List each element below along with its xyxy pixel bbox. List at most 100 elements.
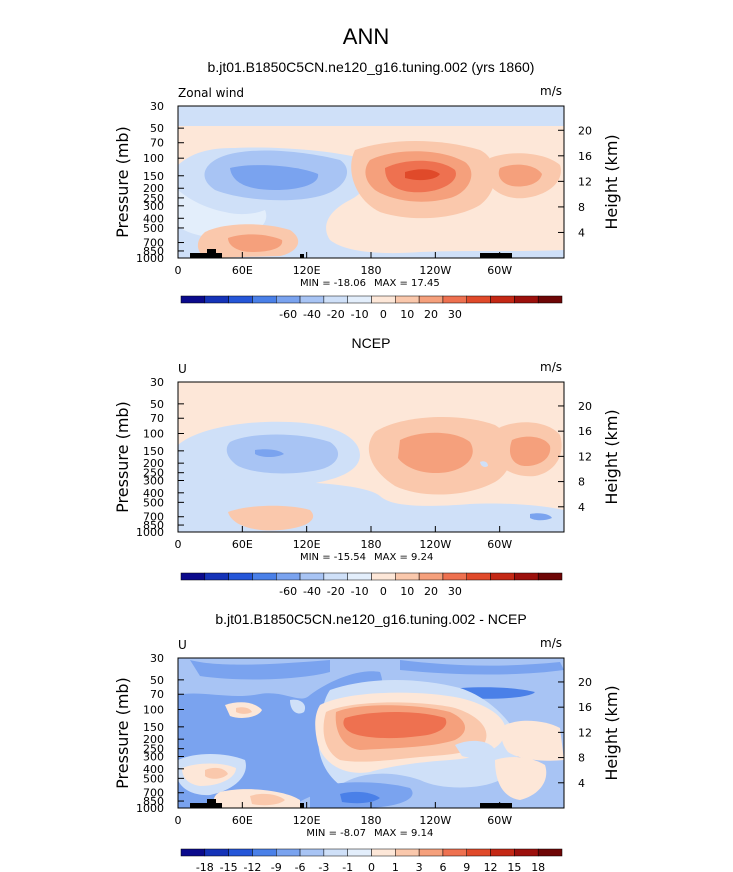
colorbar-swatch — [204, 295, 229, 304]
units-label: m/s — [540, 84, 562, 98]
height-tick-label: 4 — [578, 226, 585, 239]
contour-band — [178, 106, 564, 126]
y-tick-label: 150 — [143, 170, 164, 183]
y-tick-label: 500 — [143, 222, 164, 235]
y-tick-label: 500 — [143, 772, 164, 785]
colorbar-swatch — [537, 848, 563, 857]
colorbar-swatch — [276, 295, 301, 304]
height-tick-label: 20 — [578, 124, 592, 137]
y-tick-label: 100 — [143, 428, 164, 441]
colorbar-swatch — [371, 848, 396, 857]
height-tick-label: 8 — [578, 752, 585, 765]
colorbar-swatch — [466, 848, 491, 857]
panel-title: b.jt01.B1850C5CN.ne120_g16.tuning.002 - … — [215, 611, 526, 627]
colorbar-swatch — [204, 572, 229, 581]
contour-band — [501, 720, 564, 761]
height-tick-label: 20 — [578, 676, 592, 689]
y-axis-title: Pressure (mb) — [113, 126, 132, 238]
colorbar-label: -40 — [303, 308, 321, 321]
colorbar-swatch — [299, 848, 325, 857]
colorbar-swatch — [442, 848, 467, 857]
contour-field — [178, 106, 564, 258]
y-tick-label: 1000 — [136, 252, 164, 265]
colorbar-swatch — [276, 848, 301, 857]
colorbar-swatch — [371, 295, 396, 304]
colorbar-label: 1 — [392, 861, 399, 872]
colorbar-label: 12 — [484, 861, 498, 872]
x-tick-label: 120W — [419, 814, 451, 827]
colorbar-swatch — [537, 295, 563, 304]
colorbar-swatch — [228, 848, 253, 857]
min-label: MIN = -15.54 — [300, 552, 366, 563]
colorbar-swatch — [180, 572, 206, 581]
y-tick-label: 500 — [143, 496, 164, 509]
colorbar-label: -15 — [220, 861, 238, 872]
colorbar-swatch — [514, 295, 539, 304]
colorbar-swatch — [490, 572, 515, 581]
colorbar-swatch — [418, 295, 444, 304]
colorbar-label: 30 — [448, 585, 462, 598]
variable-label: Zonal wind — [178, 86, 244, 100]
panel-title: b.jt01.B1850C5CN.ne120_g16.tuning.002 (y… — [208, 59, 535, 75]
y-tick-label: 30 — [150, 100, 164, 113]
contour-band — [530, 513, 552, 521]
height-tick-label: 16 — [578, 150, 592, 163]
variable-label: U — [178, 638, 187, 652]
colorbar-swatch — [514, 572, 539, 581]
panel-model: b.jt01.B1850C5CN.ne120_g16.tuning.002 (y… — [113, 59, 621, 289]
colorbar-label: 0 — [380, 308, 387, 321]
topography-block — [190, 803, 222, 808]
right-axis-title: Height (km) — [602, 134, 621, 229]
contour-band — [205, 767, 228, 779]
topography-block — [480, 253, 512, 258]
colorbar-label: -12 — [243, 861, 261, 872]
x-tick-label: 60E — [232, 814, 253, 827]
colorbars: -60 -40 -20 -10 0 10 20 30-60 -40 -20 -10 0 10 20 30-1… — [180, 295, 563, 872]
x-tick-label: 120E — [293, 814, 321, 827]
colorbar-swatch — [442, 295, 467, 304]
colorbar-swatch — [514, 848, 539, 857]
y-tick-label: 400 — [143, 212, 164, 225]
panel-ncep: NCEP U m/s 30507010015020025030040050070… — [113, 335, 621, 563]
colorbar-label: -6 — [295, 861, 306, 872]
x-tick-label: 180 — [361, 538, 382, 551]
colorbar-swatch — [347, 295, 372, 304]
colorbar-label: -1 — [342, 861, 353, 872]
contour-band — [228, 505, 314, 531]
min-label: MIN = -8.07 — [306, 828, 366, 839]
y-tick-label: 200 — [143, 182, 164, 195]
y-tick-label: 200 — [143, 457, 164, 470]
colorbar-swatch — [395, 572, 420, 581]
height-tick-label: 16 — [578, 425, 592, 438]
y-tick-label: 300 — [143, 474, 164, 487]
colorbar-label: -60 — [279, 308, 297, 321]
right-axis-title: Height (km) — [602, 409, 621, 504]
contour-field — [178, 382, 564, 532]
max-label: MAX = 17.45 — [374, 278, 440, 289]
min-label: MIN = -18.06 — [300, 278, 366, 289]
colorbar-swatch — [347, 572, 372, 581]
contour-band — [236, 707, 252, 714]
colorbar-label: -10 — [351, 585, 369, 598]
y-tick-label: 100 — [143, 152, 164, 165]
contour-band — [190, 660, 330, 680]
y-tick-label: 700 — [143, 787, 164, 800]
x-tick-label: 60W — [487, 814, 512, 827]
y-tick-label: 70 — [150, 137, 164, 150]
height-tick-label: 16 — [578, 701, 592, 714]
colorbar-label: 15 — [507, 861, 521, 872]
y-tick-label: 150 — [143, 445, 164, 458]
topography-block — [207, 249, 216, 258]
contour-band — [250, 793, 285, 806]
colorbar-swatch — [228, 295, 253, 304]
y-tick-label: 700 — [143, 511, 164, 524]
contour-band — [228, 234, 283, 252]
y-tick-label: 250 — [143, 743, 164, 756]
colorbar-swatch — [442, 572, 467, 581]
colorbar-label: -40 — [303, 585, 321, 598]
y-tick-label: 30 — [150, 652, 164, 665]
height-tick-label: 12 — [578, 450, 592, 463]
